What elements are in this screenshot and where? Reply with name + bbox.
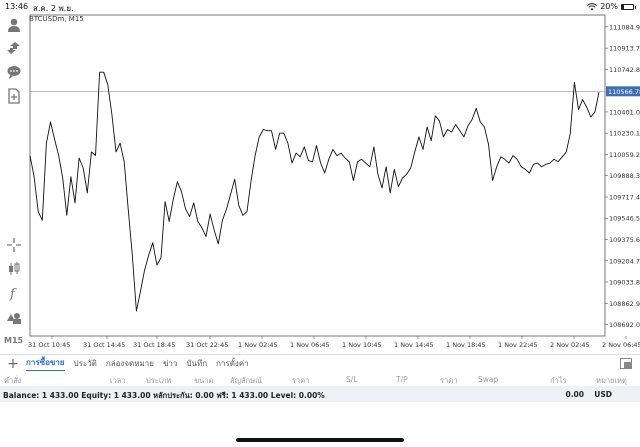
tab-news[interactable]: ข่าว — [162, 359, 178, 368]
current-price-tag — [606, 86, 640, 97]
terminal-tabbar: + การซื้อขาย ประวัติ กล่องจดหมาย ข่าว บั… — [0, 354, 640, 372]
y-tick-label: 110913.7 — [609, 45, 640, 53]
symbol-label: BTCUSDm, M15 — [29, 15, 84, 23]
col-time: เวลา — [110, 376, 126, 385]
current-price-label: 110566.78 — [608, 88, 640, 96]
y-tick-label: 109033.8 — [609, 279, 640, 287]
function-icon[interactable]: f — [5, 284, 23, 302]
x-tick-label: 31 Oct 10:45 — [28, 341, 70, 349]
col-comment: หมายเหตุ — [596, 376, 627, 385]
trade-arrows-icon[interactable] — [5, 39, 23, 57]
plot-frame — [29, 14, 606, 337]
y-tick-label: 108692.0 — [609, 321, 640, 329]
x-tick-label: 2 Nov 02:45 — [550, 341, 590, 349]
y-tick-label: 110401.0 — [609, 108, 640, 116]
x-tick-label: 31 Oct 22:45 — [186, 341, 228, 349]
y-tick-label: 111084.9 — [609, 23, 640, 31]
clock: 13:46 — [5, 2, 29, 11]
col-order: คำสั่ง — [4, 376, 22, 385]
col-tp: T/P — [396, 375, 408, 384]
tab-mailbox[interactable]: กล่องจดหมาย — [105, 359, 154, 368]
balance-bar: Balance: 1 433.00 Equity: 1 433.00 หลักป… — [0, 386, 640, 402]
col-volume: ขนาด — [194, 376, 214, 385]
status-right: 20% — [587, 2, 636, 11]
x-tick-label: 1 Nov 06:45 — [290, 341, 330, 349]
status-bar: 13:46 ส.ค. 2 พ.ย. 20% — [0, 0, 640, 14]
left-toolbar: f M15 — [0, 14, 28, 345]
price-series-line — [29, 71, 600, 312]
account-currency: USD — [594, 390, 612, 399]
y-tick-label: 108862.9 — [609, 300, 640, 308]
objects-icon[interactable] — [5, 308, 23, 326]
crosshair-icon[interactable] — [5, 236, 23, 254]
col-price-current: ราคา — [440, 376, 458, 385]
balance-text: Balance: 1 433.00 Equity: 1 433.00 หลักป… — [3, 391, 325, 400]
col-sl: S/L — [346, 375, 358, 384]
x-tick-label: 1 Nov 02:45 — [238, 341, 278, 349]
positions-column-header: คำสั่ง เวลา ประเภท ขนาด สัญลักษณ์ ราคา S… — [0, 372, 640, 386]
col-price: ราคา — [292, 376, 310, 385]
col-swap: Swap — [478, 375, 499, 384]
x-tick-label: 1 Nov 18:45 — [446, 341, 486, 349]
candlestick-icon[interactable] — [5, 260, 23, 278]
x-tick-label: 31 Oct 18:45 — [133, 341, 175, 349]
add-icon[interactable]: + — [7, 355, 19, 372]
y-tick-label: 109717.4 — [609, 193, 640, 201]
home-indicator — [236, 438, 404, 442]
wifi-icon — [587, 2, 598, 10]
x-tick-label: 1 Nov 10:45 — [342, 341, 382, 349]
y-tick-label: 109546.5 — [609, 215, 640, 223]
total-profit: 0.00 — [565, 390, 584, 399]
price-chart[interactable]: 111084.9 110913.7 110742.8 110401.0 110230.1… — [27, 14, 640, 354]
battery-icon — [621, 3, 636, 10]
battery-percent: 20% — [600, 2, 618, 11]
chat-icon[interactable] — [5, 63, 23, 81]
tab-trade[interactable]: การซื้อขาย — [26, 356, 65, 371]
y-tick-label: 110742.8 — [609, 66, 640, 74]
svg-text:f: f — [9, 287, 17, 301]
maximize-icon[interactable] — [620, 358, 632, 369]
x-tick-label: 1 Nov 22:45 — [498, 341, 538, 349]
y-tick-label: 109888.3 — [609, 172, 640, 180]
x-tick-label: 31 Oct 14:45 — [83, 341, 125, 349]
y-tick-label: 110230.1 — [609, 130, 640, 138]
tab-journal[interactable]: บันทึก — [186, 359, 208, 368]
person-icon[interactable] — [5, 16, 23, 34]
timeframe-button[interactable]: M15 — [4, 336, 24, 345]
tab-settings[interactable]: การตั้งค่า — [216, 359, 249, 368]
chart-canvas[interactable]: 111084.9 110913.7 110742.8 110401.0 110230.1… — [27, 14, 640, 354]
col-type: ประเภท — [146, 376, 172, 385]
col-symbol: สัญลักษณ์ — [230, 376, 263, 385]
tab-history[interactable]: ประวัติ — [73, 359, 97, 368]
new-order-icon[interactable] — [5, 87, 23, 105]
y-tick-label: 109204.7 — [609, 257, 640, 265]
status-date: ส.ค. 2 พ.ย. — [33, 4, 74, 13]
y-tick-label: 110059.2 — [609, 151, 640, 159]
x-tick-label: 2 Nov 06:45 — [602, 341, 640, 349]
x-tick-label: 1 Nov 14:45 — [394, 341, 434, 349]
col-profit: กำไร — [550, 376, 567, 385]
y-tick-label: 109375.6 — [609, 236, 640, 244]
